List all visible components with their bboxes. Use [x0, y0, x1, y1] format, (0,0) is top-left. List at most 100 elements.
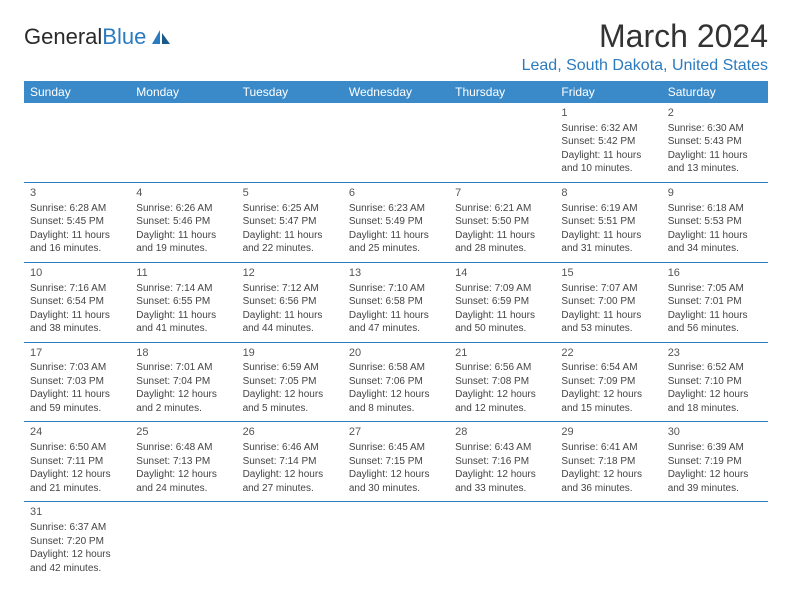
sunset-text: Sunset: 5:50 PM [455, 215, 549, 229]
sail-icon [150, 28, 172, 46]
daylight-text: Daylight: 11 hours and 50 minutes. [455, 309, 549, 336]
calendar-cell: 28Sunrise: 6:43 AMSunset: 7:16 PMDayligh… [449, 422, 555, 502]
sunset-text: Sunset: 7:14 PM [243, 455, 337, 469]
day-number: 16 [668, 266, 762, 281]
daylight-text: Daylight: 11 hours and 10 minutes. [561, 149, 655, 176]
calendar-cell: 21Sunrise: 6:56 AMSunset: 7:08 PMDayligh… [449, 342, 555, 422]
sunset-text: Sunset: 7:05 PM [243, 375, 337, 389]
calendar-cell [343, 103, 449, 182]
daylight-text: Daylight: 12 hours and 15 minutes. [561, 388, 655, 415]
sunset-text: Sunset: 5:51 PM [561, 215, 655, 229]
calendar-cell [343, 502, 449, 581]
sunset-text: Sunset: 7:00 PM [561, 295, 655, 309]
day-number: 31 [30, 505, 124, 520]
calendar-cell: 23Sunrise: 6:52 AMSunset: 7:10 PMDayligh… [662, 342, 768, 422]
sunset-text: Sunset: 5:43 PM [668, 135, 762, 149]
sunset-text: Sunset: 7:11 PM [30, 455, 124, 469]
day-number: 4 [136, 186, 230, 201]
sunrise-text: Sunrise: 6:19 AM [561, 202, 655, 216]
calendar-cell: 9Sunrise: 6:18 AMSunset: 5:53 PMDaylight… [662, 182, 768, 262]
sunrise-text: Sunrise: 6:28 AM [30, 202, 124, 216]
sunrise-text: Sunrise: 6:21 AM [455, 202, 549, 216]
sunset-text: Sunset: 7:20 PM [30, 535, 124, 549]
brand-part1: General [24, 24, 102, 50]
day-number: 14 [455, 266, 549, 281]
day-number: 1 [561, 106, 655, 121]
calendar-week-row: 1Sunrise: 6:32 AMSunset: 5:42 PMDaylight… [24, 103, 768, 182]
sunset-text: Sunset: 5:46 PM [136, 215, 230, 229]
sunrise-text: Sunrise: 6:30 AM [668, 122, 762, 136]
calendar-body: 1Sunrise: 6:32 AMSunset: 5:42 PMDaylight… [24, 103, 768, 581]
sunset-text: Sunset: 7:19 PM [668, 455, 762, 469]
daylight-text: Daylight: 12 hours and 8 minutes. [349, 388, 443, 415]
sunrise-text: Sunrise: 6:52 AM [668, 361, 762, 375]
sunset-text: Sunset: 7:06 PM [349, 375, 443, 389]
day-number: 18 [136, 346, 230, 361]
sunrise-text: Sunrise: 7:03 AM [30, 361, 124, 375]
sunset-text: Sunset: 7:16 PM [455, 455, 549, 469]
calendar-cell: 18Sunrise: 7:01 AMSunset: 7:04 PMDayligh… [130, 342, 236, 422]
sunrise-text: Sunrise: 6:41 AM [561, 441, 655, 455]
brand-logo: GeneralBlue [24, 18, 172, 50]
calendar-cell [24, 103, 130, 182]
weekday-header: Wednesday [343, 81, 449, 103]
daylight-text: Daylight: 12 hours and 36 minutes. [561, 468, 655, 495]
calendar-cell: 7Sunrise: 6:21 AMSunset: 5:50 PMDaylight… [449, 182, 555, 262]
daylight-text: Daylight: 12 hours and 42 minutes. [30, 548, 124, 575]
sunset-text: Sunset: 6:59 PM [455, 295, 549, 309]
calendar-week-row: 17Sunrise: 7:03 AMSunset: 7:03 PMDayligh… [24, 342, 768, 422]
daylight-text: Daylight: 12 hours and 21 minutes. [30, 468, 124, 495]
calendar-cell: 13Sunrise: 7:10 AMSunset: 6:58 PMDayligh… [343, 262, 449, 342]
sunset-text: Sunset: 5:49 PM [349, 215, 443, 229]
page-title: March 2024 [522, 18, 768, 55]
sunset-text: Sunset: 6:54 PM [30, 295, 124, 309]
weekday-header: Thursday [449, 81, 555, 103]
calendar-cell [662, 502, 768, 581]
location-text: Lead, South Dakota, United States [522, 57, 768, 75]
sunrise-text: Sunrise: 6:23 AM [349, 202, 443, 216]
daylight-text: Daylight: 11 hours and 47 minutes. [349, 309, 443, 336]
day-number: 6 [349, 186, 443, 201]
sunrise-text: Sunrise: 6:46 AM [243, 441, 337, 455]
calendar-cell [449, 103, 555, 182]
calendar-week-row: 31Sunrise: 6:37 AMSunset: 7:20 PMDayligh… [24, 502, 768, 581]
daylight-text: Daylight: 11 hours and 59 minutes. [30, 388, 124, 415]
calendar-cell [237, 103, 343, 182]
sunset-text: Sunset: 7:10 PM [668, 375, 762, 389]
day-number: 10 [30, 266, 124, 281]
sunrise-text: Sunrise: 6:25 AM [243, 202, 337, 216]
calendar-cell: 14Sunrise: 7:09 AMSunset: 6:59 PMDayligh… [449, 262, 555, 342]
sunrise-text: Sunrise: 7:16 AM [30, 282, 124, 296]
calendar-cell: 3Sunrise: 6:28 AMSunset: 5:45 PMDaylight… [24, 182, 130, 262]
day-number: 17 [30, 346, 124, 361]
daylight-text: Daylight: 11 hours and 19 minutes. [136, 229, 230, 256]
sunrise-text: Sunrise: 7:14 AM [136, 282, 230, 296]
day-number: 24 [30, 425, 124, 440]
calendar-cell [237, 502, 343, 581]
brand-part2: Blue [102, 24, 146, 50]
day-number: 12 [243, 266, 337, 281]
daylight-text: Daylight: 11 hours and 53 minutes. [561, 309, 655, 336]
day-number: 20 [349, 346, 443, 361]
day-number: 7 [455, 186, 549, 201]
calendar-cell: 12Sunrise: 7:12 AMSunset: 6:56 PMDayligh… [237, 262, 343, 342]
daylight-text: Daylight: 12 hours and 30 minutes. [349, 468, 443, 495]
sunset-text: Sunset: 6:56 PM [243, 295, 337, 309]
day-number: 3 [30, 186, 124, 201]
day-number: 11 [136, 266, 230, 281]
sunrise-text: Sunrise: 6:56 AM [455, 361, 549, 375]
sunrise-text: Sunrise: 6:26 AM [136, 202, 230, 216]
sunset-text: Sunset: 6:55 PM [136, 295, 230, 309]
title-block: March 2024 Lead, South Dakota, United St… [522, 18, 768, 75]
weekday-header: Sunday [24, 81, 130, 103]
daylight-text: Daylight: 12 hours and 27 minutes. [243, 468, 337, 495]
daylight-text: Daylight: 12 hours and 24 minutes. [136, 468, 230, 495]
sunrise-text: Sunrise: 6:58 AM [349, 361, 443, 375]
sunrise-text: Sunrise: 7:12 AM [243, 282, 337, 296]
day-number: 21 [455, 346, 549, 361]
day-number: 8 [561, 186, 655, 201]
daylight-text: Daylight: 12 hours and 2 minutes. [136, 388, 230, 415]
sunset-text: Sunset: 5:47 PM [243, 215, 337, 229]
calendar-cell: 10Sunrise: 7:16 AMSunset: 6:54 PMDayligh… [24, 262, 130, 342]
sunrise-text: Sunrise: 6:32 AM [561, 122, 655, 136]
